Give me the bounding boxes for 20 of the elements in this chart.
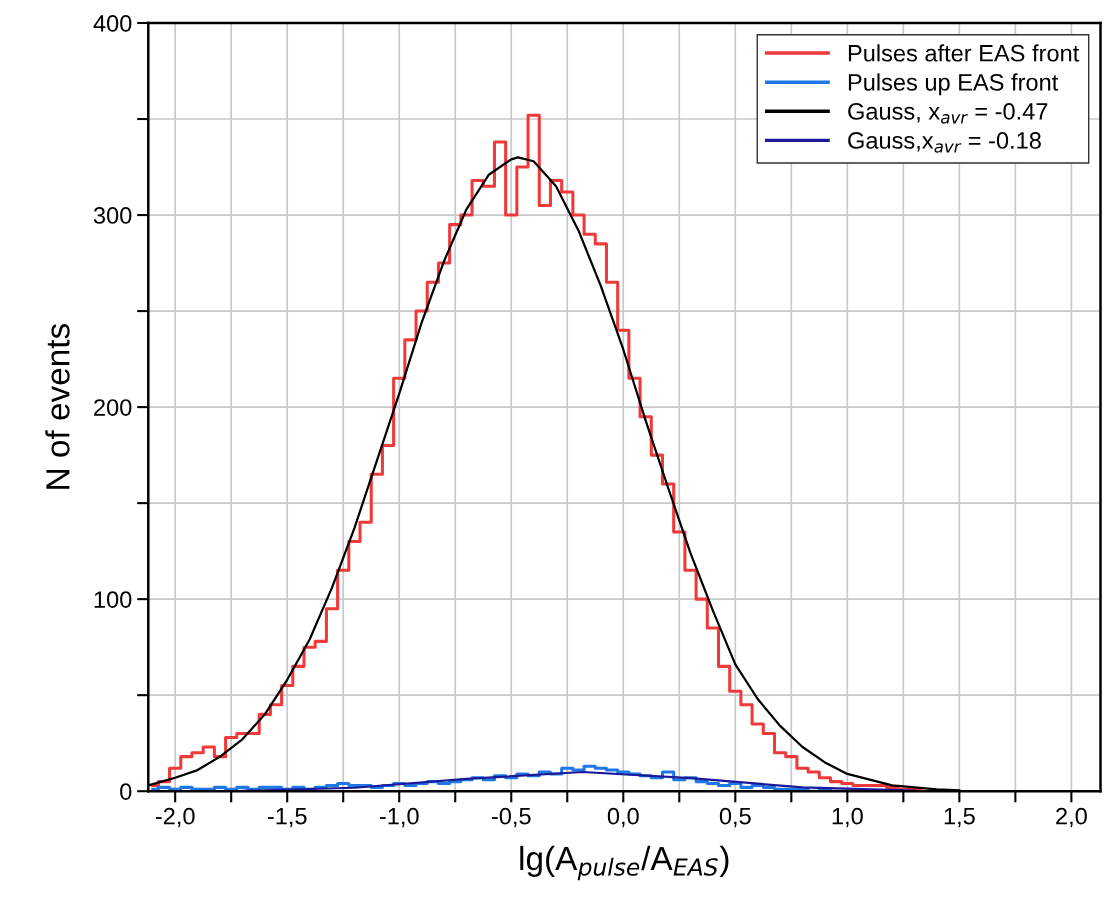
x-tick-label: -0,5: [491, 807, 531, 828]
y-tick-label: 300: [93, 207, 132, 224]
legend-label: Gauss, x$_{avr}$ = -0.47: [848, 103, 1048, 124]
y-tick-label: 400: [93, 15, 132, 32]
legend-label: Pulses after EAS front: [848, 44, 1080, 62]
x-tick-label: 1,0: [832, 807, 863, 828]
x-tick-label: 2,0: [1056, 807, 1087, 828]
x-tick-label: -1,0: [379, 807, 419, 828]
x-tick-label: 1,5: [944, 808, 975, 828]
x-axis-title: lg(A$_{pulse}$/A$_{EAS}$): [520, 845, 729, 881]
x-tick-label: 0,5: [719, 807, 751, 828]
x-tick-label: -1,5: [267, 808, 307, 828]
legend-label: Pulses up EAS front: [848, 73, 1059, 96]
y-tick-label: 200: [94, 399, 132, 416]
x-tick-label: -2,0: [155, 807, 195, 828]
legend-label: Gauss,x$_{avr}$ = -0.18: [848, 132, 1041, 153]
x-tick-label: 0,0: [607, 807, 639, 828]
y-tick-label: 0: [120, 783, 132, 800]
y-axis-title: N of events: [45, 324, 70, 489]
y-tick-label: 100: [94, 591, 132, 608]
